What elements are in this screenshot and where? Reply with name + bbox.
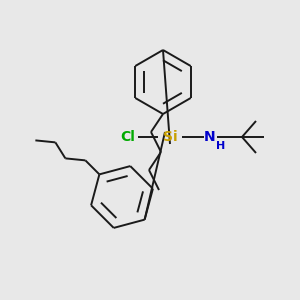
Text: N: N bbox=[204, 130, 216, 144]
Text: H: H bbox=[216, 141, 225, 151]
Text: Cl: Cl bbox=[121, 130, 135, 144]
Text: Si: Si bbox=[163, 130, 177, 144]
